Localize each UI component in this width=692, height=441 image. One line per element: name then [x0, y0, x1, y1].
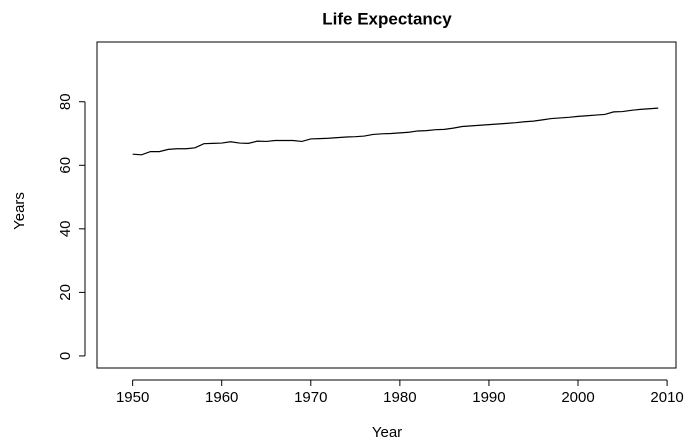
y-tick-label: 80 — [57, 93, 74, 110]
plot-box — [96, 41, 677, 369]
y-tick-label: 20 — [57, 284, 74, 301]
x-tick-label: 1970 — [294, 389, 327, 406]
y-tick-label: 0 — [57, 352, 74, 360]
y-axis-label: Years — [11, 192, 28, 230]
data-line — [132, 107, 659, 156]
x-axis-label: Year — [372, 424, 402, 441]
chart-title: Life Expectancy — [322, 9, 452, 28]
x-tick-label: 1960 — [205, 389, 238, 406]
x-tick-label: 2000 — [561, 389, 594, 406]
x-tick-label: 1980 — [383, 389, 416, 406]
x-tick-label: 1950 — [116, 389, 149, 406]
x-tick-label: 2010 — [650, 389, 683, 406]
x-tick-label: 1990 — [472, 389, 505, 406]
y-tick-label: 40 — [57, 220, 74, 237]
y-tick-label: 60 — [57, 157, 74, 174]
